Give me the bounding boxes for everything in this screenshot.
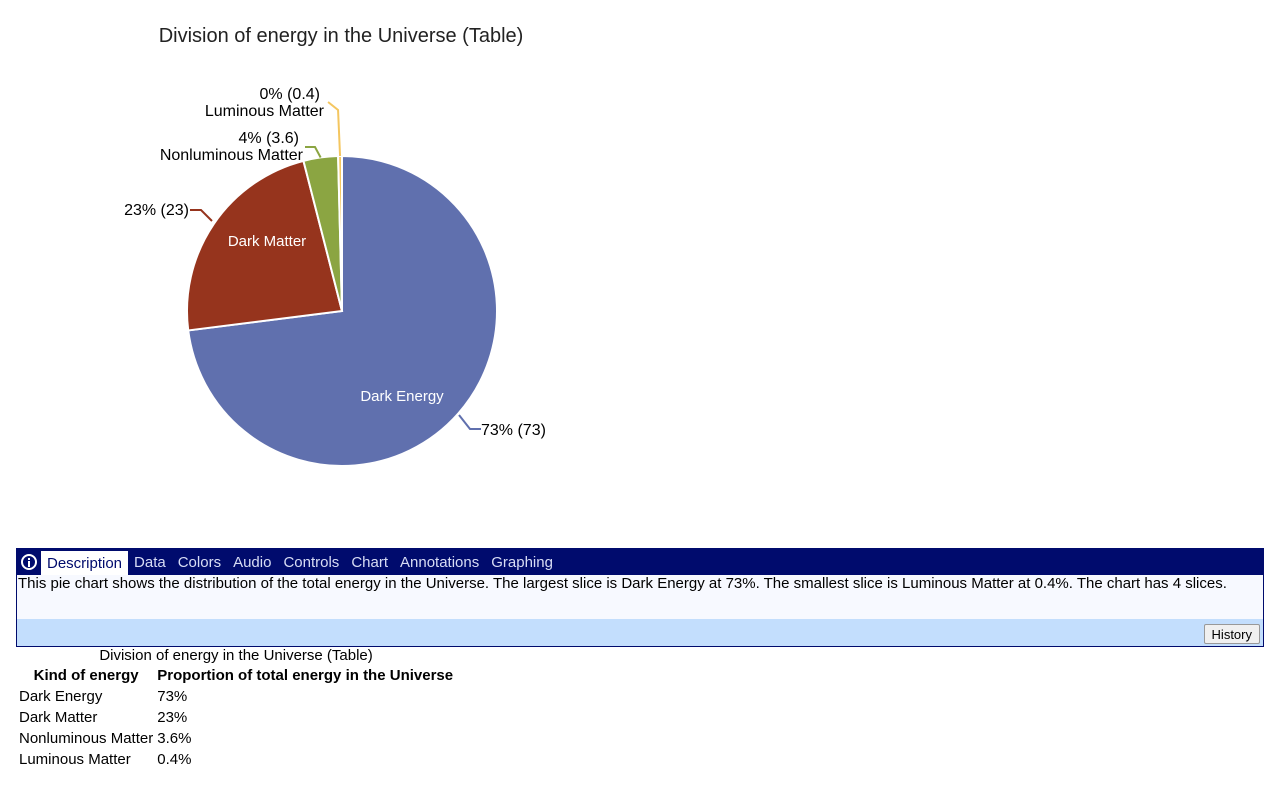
pie-slice-luminous-matter[interactable] <box>337 154 343 312</box>
data-table-container: Division of energy in the Universe (Tabl… <box>16 646 456 771</box>
table-row: Nonluminous Matter 3.6% <box>18 729 454 748</box>
table-header-row: Kind of energy Proportion of total energ… <box>18 666 454 685</box>
tab-description[interactable]: Description <box>41 551 129 575</box>
slice-name-label: Dark Energy <box>360 388 444 405</box>
table-cell: Dark Matter <box>19 709 98 726</box>
column-header-proportion: Proportion of total energy in the Univer… <box>157 667 454 684</box>
slice-name-label: Nonluminous Matter <box>160 147 304 164</box>
table-cell: Nonluminous Matter <box>19 730 154 747</box>
slice-percent-label: 4% (3.6) <box>239 130 299 147</box>
table-cell: 0.4% <box>157 751 192 768</box>
pie-chart: Division of energy in the Universe (Tabl… <box>124 25 546 467</box>
tab-data[interactable]: Data <box>134 553 166 571</box>
table-cell: Dark Energy <box>19 688 103 705</box>
tab-graphing[interactable]: Graphing <box>491 553 553 571</box>
accessibility-panel: Description Data Colors Audio Controls C… <box>16 548 1264 647</box>
table-cell: Luminous Matter <box>19 751 131 768</box>
leader-line <box>190 209 213 222</box>
table-row: Luminous Matter 0.4% <box>18 750 454 769</box>
slice-name-label: Dark Matter <box>228 233 306 250</box>
leader-line <box>327 101 342 157</box>
chart-description: This pie chart shows the distribution of… <box>17 575 1263 619</box>
table-caption: Division of energy in the Universe (Tabl… <box>99 647 373 664</box>
slice-name-label: Luminous Matter <box>205 103 325 120</box>
tab-audio[interactable]: Audio <box>233 553 272 571</box>
tab-controls[interactable]: Controls <box>283 553 340 571</box>
history-button[interactable]: History <box>1203 624 1260 644</box>
column-header-kind: Kind of energy <box>33 667 139 684</box>
tab-annotations[interactable]: Annotations <box>400 553 480 571</box>
table-cell: 23% <box>157 709 188 726</box>
info-icon <box>21 554 37 570</box>
tab-chart[interactable]: Chart <box>351 553 388 571</box>
slice-percent-label: 23% (23) <box>124 202 189 219</box>
leader-line <box>458 414 481 430</box>
tab-bar: Description Data Colors Audio Controls C… <box>17 549 1263 575</box>
table-row: Dark Matter 23% <box>18 708 454 727</box>
slice-percent-label: 0% (0.4) <box>260 86 320 103</box>
table-cell: 73% <box>157 688 188 705</box>
info-button[interactable] <box>17 549 41 575</box>
slice-percent-label: 73% (73) <box>481 422 546 439</box>
data-table: Division of energy in the Universe (Tabl… <box>16 646 456 771</box>
chart-title: Division of energy in the Universe (Tabl… <box>159 25 524 47</box>
pie-slice-dark-matter[interactable] <box>186 159 344 332</box>
tab-colors[interactable]: Colors <box>177 553 222 571</box>
leader-line <box>305 146 322 158</box>
panel-footer: History <box>17 619 1263 646</box>
table-row: Dark Energy 73% <box>18 687 454 706</box>
chart-area: Division of energy in the Universe (Tabl… <box>124 25 546 467</box>
table-cell: 3.6% <box>157 730 192 747</box>
